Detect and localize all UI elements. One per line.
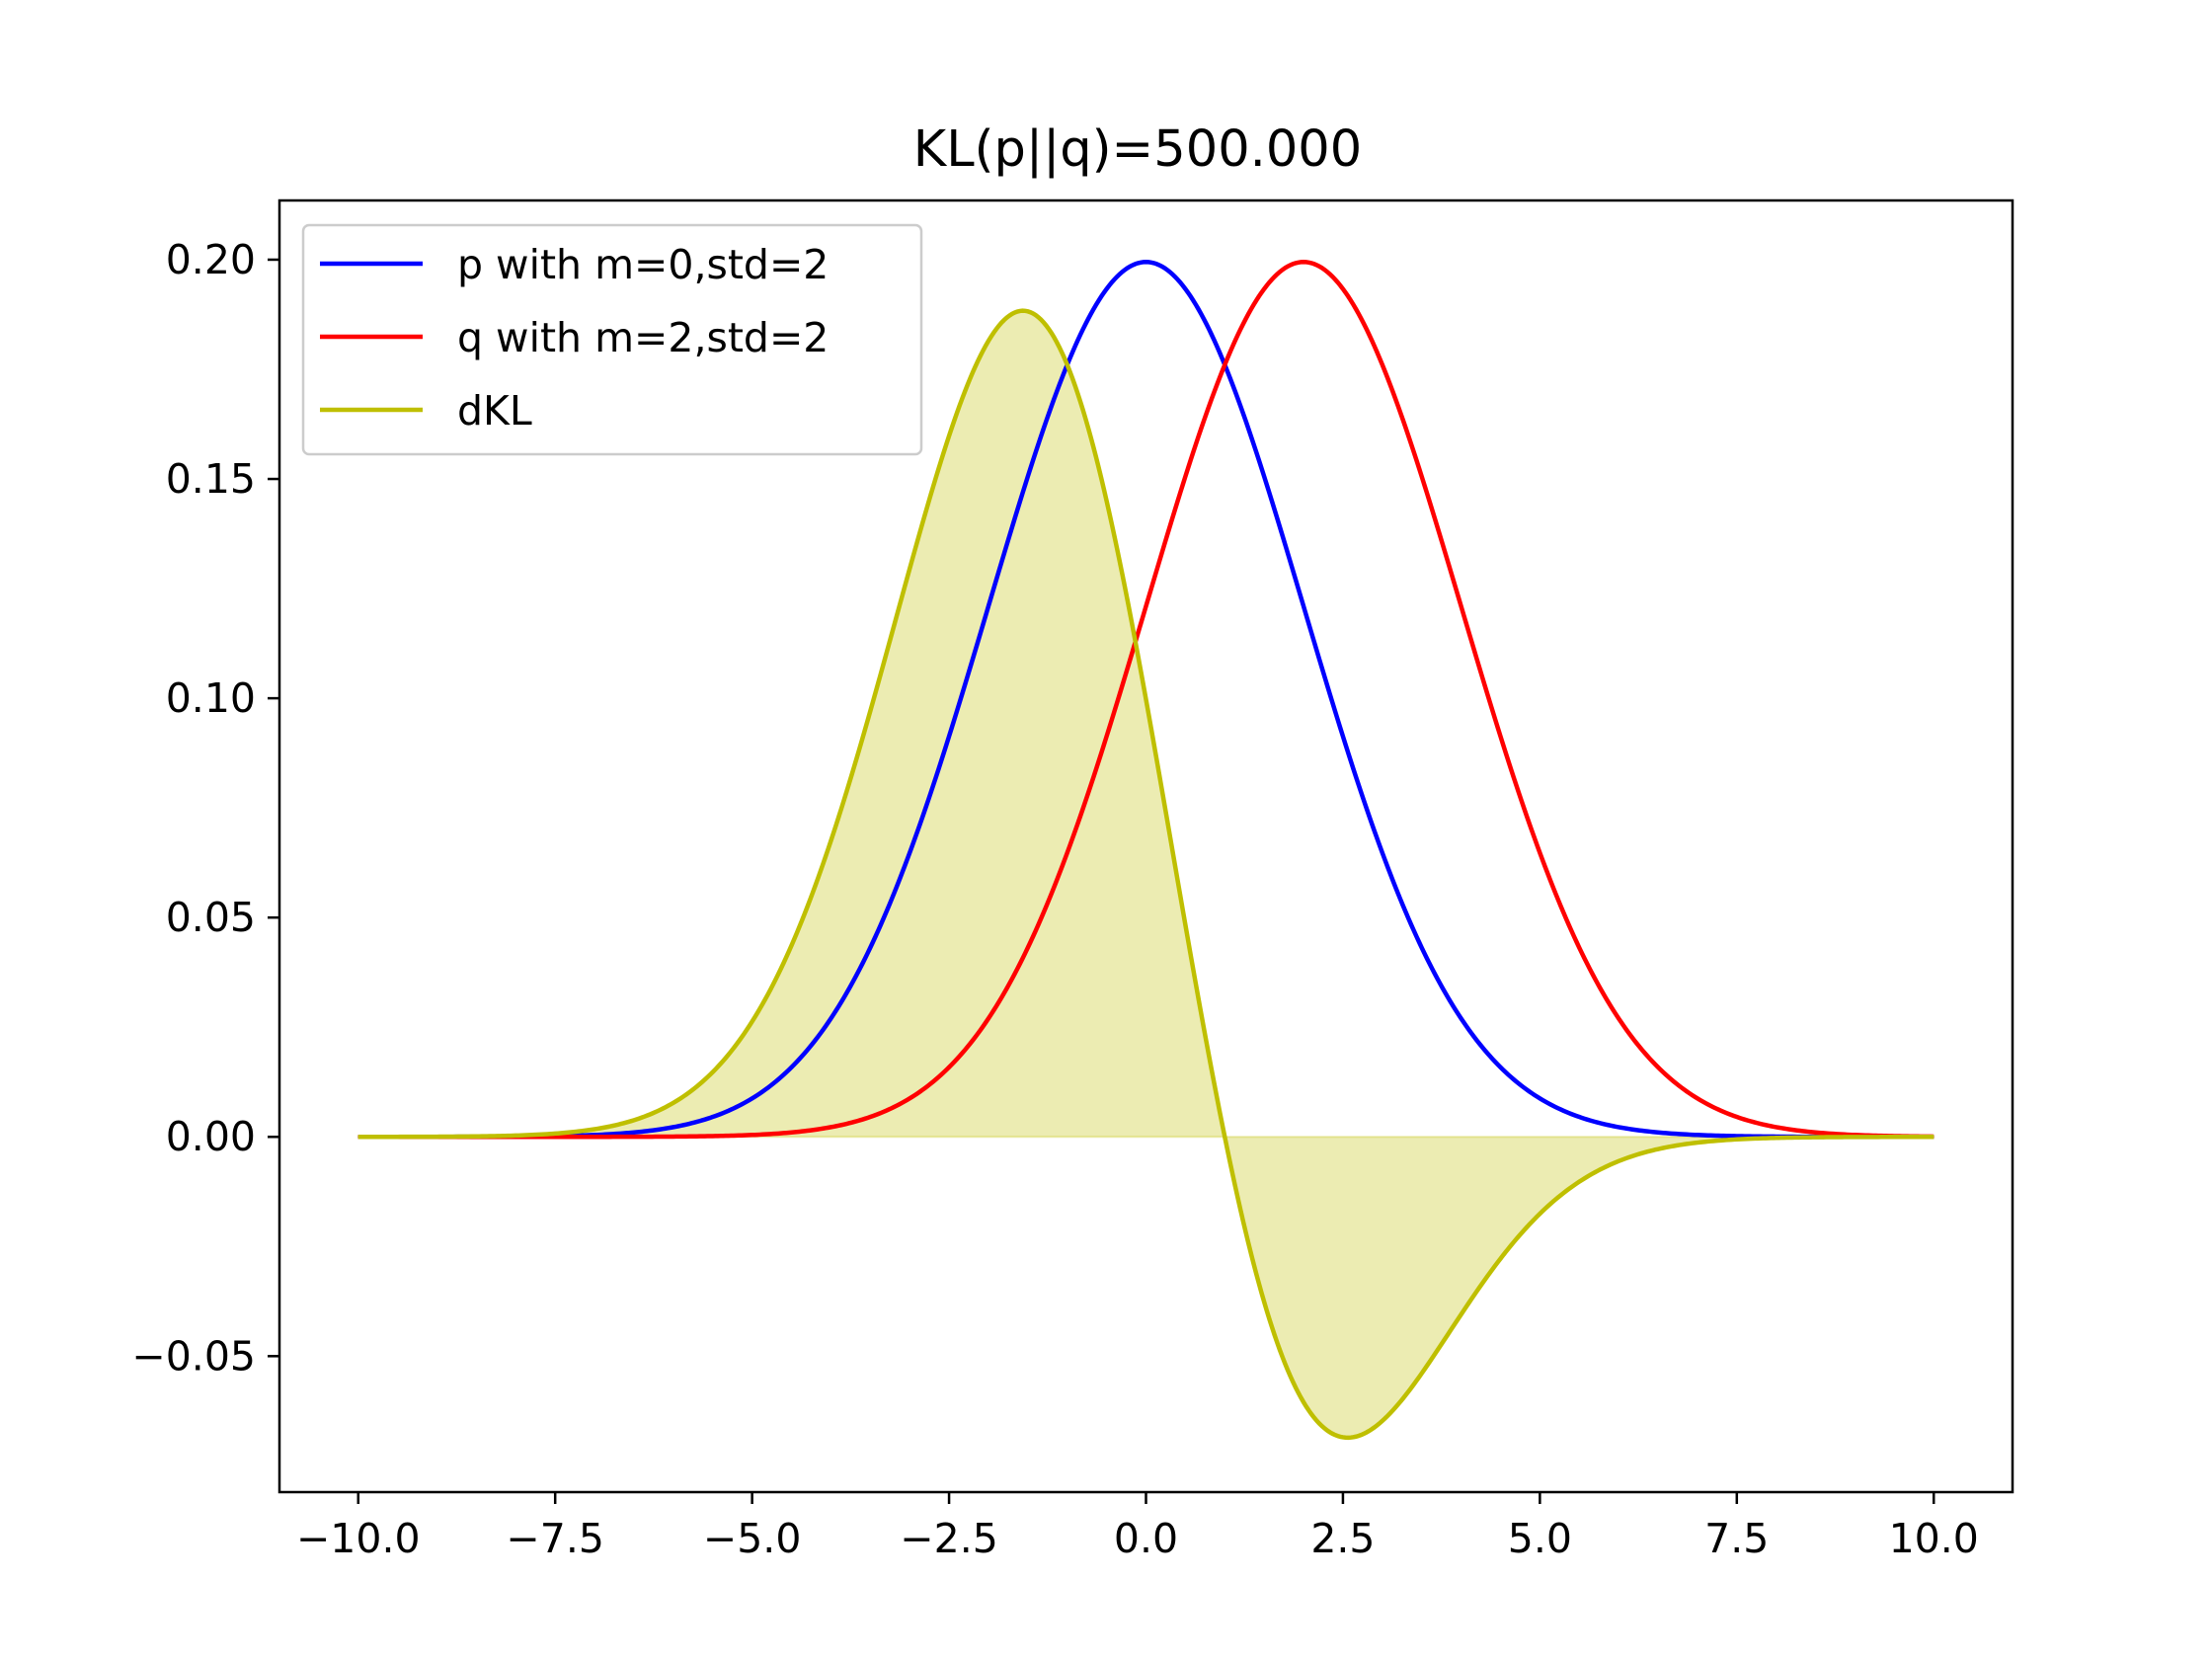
x-tick-label: 0.0 (1114, 1515, 1178, 1562)
y-tick-label: 0.20 (166, 236, 256, 283)
x-tick-label: −7.5 (506, 1515, 604, 1562)
x-tick-label: 7.5 (1704, 1515, 1769, 1562)
x-tick-label: −10.0 (296, 1515, 421, 1562)
series-line-p (357, 260, 1935, 1140)
x-tick-label: 10.0 (1889, 1515, 1979, 1562)
legend-label-q: q with m=2,std=2 (457, 314, 829, 361)
x-tick-label: −2.5 (900, 1515, 998, 1562)
legend: p with m=0,std=2 q with m=2,std=2 dKL (301, 223, 923, 456)
chart-title: KL(p||q)=500.000 (913, 120, 1362, 179)
x-tick-label: −5.0 (703, 1515, 802, 1562)
y-tick-label: −0.05 (131, 1332, 256, 1380)
series-line-q (357, 260, 1935, 1140)
y-tick-label: 0.15 (166, 455, 256, 503)
x-tick-label: 2.5 (1310, 1515, 1375, 1562)
y-tick-label: 0.05 (166, 894, 256, 941)
legend-frame (301, 223, 923, 456)
axes: −10.0 −7.5 −5.0 −2.5 0.0 2.5 5.0 7.5 10.0 −0.05 0.… (131, 198, 2014, 1562)
legend-label-dkl: dKL (457, 387, 532, 434)
series-line-dkl (357, 308, 1935, 1441)
plot-area (356, 260, 1936, 1441)
y-tick-label: 0.10 (166, 674, 256, 722)
legend-label-p: p with m=0,std=2 (457, 241, 829, 288)
x-tick-label: 5.0 (1508, 1515, 1572, 1562)
y-tick-label: 0.00 (166, 1113, 256, 1160)
